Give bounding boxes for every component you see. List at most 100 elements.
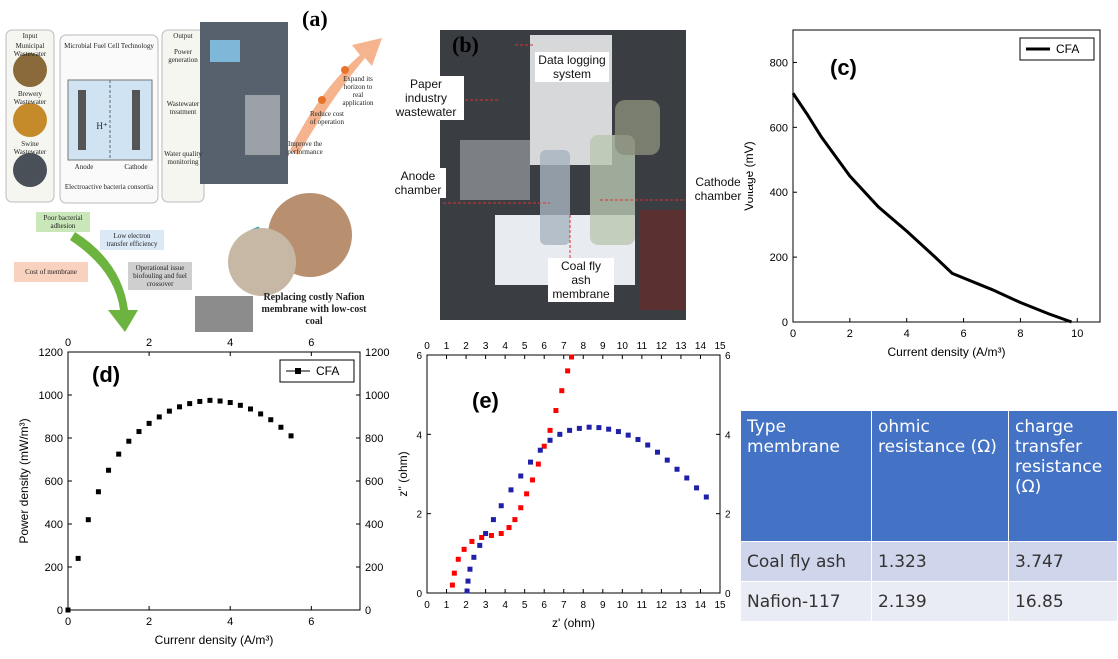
x2-tick-label: 14 [695,341,707,352]
point [237,402,243,408]
point [512,517,518,523]
y-tick-label: 600 [45,476,63,488]
point [684,475,690,481]
diagram-box: Low electron transfer efficiency [100,230,164,250]
x-tick-label: 6 [308,616,314,628]
photo-label: Paper industry wastewater [388,76,464,120]
x-tick-label: 2 [463,600,469,611]
point [217,398,223,404]
point [576,425,582,431]
x2-tick-label: 10 [617,341,629,352]
point [557,431,563,437]
icon [13,103,47,137]
diagram-text: Electroactive bacteria consortia [64,183,154,191]
diagram-text: Expand its horizon to real application [342,75,374,107]
line [791,92,1073,324]
x2-tick-label: 11 [637,341,648,352]
point [469,538,475,544]
y-tick-label: 6 [416,351,422,362]
plot-frame [426,354,721,594]
x-tick-label: 10 [617,600,629,611]
point [528,459,534,465]
y-tick-label: 800 [770,57,788,69]
dot [341,66,349,74]
point [227,400,233,406]
x2-tick-label: 9 [600,341,606,352]
legend-label: CFA [316,364,339,378]
photo-detail [540,150,570,245]
point [518,473,524,479]
x2-tick-label: 2 [463,341,469,352]
point [455,556,461,562]
photo-label: Data logging system [535,52,609,82]
y-tick-label: 0 [416,589,422,600]
x2-tick-label: 4 [227,337,233,349]
diagram-text: Reduce cost of operation [309,110,344,126]
x-tick-label: 8 [580,600,586,611]
x2-tick-label: 5 [522,341,528,352]
photo-detail [615,100,660,155]
y-tick-label: 4 [416,430,422,441]
y-axis-label: z'' (ohm) [396,451,410,496]
photo-label: Coal fly ash membrane [548,258,614,302]
x-tick-label: 14 [695,600,707,611]
y2-tick-label: 1000 [365,390,389,402]
point [461,546,467,552]
point [565,368,571,374]
results-table: Type membrane ohmic resistance (Ω) charg… [740,410,1118,622]
x2-tick-label: 0 [65,337,71,349]
point [674,466,680,472]
point [449,582,455,588]
point [146,420,152,426]
x2-tick-label: 13 [675,341,687,352]
diagram-text: Swine Wastewater [13,140,47,156]
x-tick-label: 4 [227,616,233,628]
point [490,517,496,523]
x-tick-label: 12 [656,600,668,611]
point [567,427,573,433]
point [596,425,602,431]
point [116,451,122,457]
diagram-text: Improve the performance [287,140,323,156]
photo-detail [210,40,240,62]
point [197,398,203,404]
y-axis-label: Power density (mW/m³) [17,418,31,543]
point [477,542,483,548]
x-tick-label: 0 [65,616,71,628]
x-axis-label: Currenr density (A/m³) [155,633,274,647]
point [451,570,457,576]
x-tick-label: 8 [1017,328,1023,340]
point [268,417,274,423]
x2-tick-label: 3 [483,341,489,352]
arrow [70,232,138,332]
photo [195,296,253,332]
y-tick-label: 0 [782,317,788,329]
point [136,429,142,435]
y-tick-label: 600 [770,122,788,134]
point [508,487,514,493]
diagram-text: Water quality monitoring [164,150,202,166]
point [553,408,559,414]
photo-detail [640,210,685,310]
y2-tick-label: 0 [725,589,731,600]
row: Coal fly ash 1.323 3.747 [740,541,1118,582]
diagram-text: Output [173,32,193,40]
point [278,424,284,430]
point [156,414,162,420]
photo-label: Anode chamber [390,168,446,198]
cell: Coal fly ash [740,541,872,582]
point [177,404,183,410]
icon [13,153,47,187]
header-cell: Type membrane [740,410,872,542]
y-tick-label: 200 [770,252,788,264]
y-tick-label: 2 [416,510,422,521]
y2-tick-label: 600 [365,476,383,488]
plot-frame [67,351,361,611]
y-tick-label: 800 [45,433,63,445]
cell: Nafion-117 [740,581,872,622]
point [479,534,485,540]
x-tick-label: 5 [522,600,528,611]
point [694,485,700,491]
